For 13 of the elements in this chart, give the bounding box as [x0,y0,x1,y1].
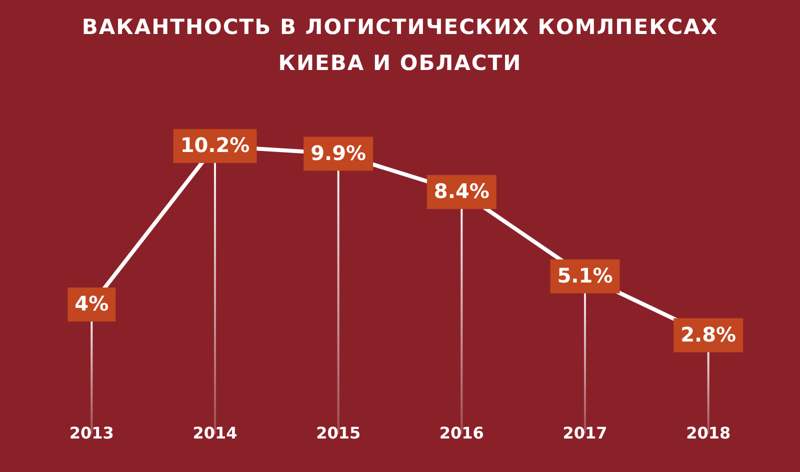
data-label: 8.4% [434,179,490,204]
x-tick-label: 2014 [192,424,238,443]
data-label: 5.1% [557,264,613,288]
data-label: 9.9% [310,140,366,165]
x-tick-label: 2015 [316,424,361,443]
data-label: 4% [74,292,109,316]
x-tick-label: 2017 [562,424,608,443]
data-label: 10.2% [180,133,250,158]
data-label: 2.8% [680,322,736,346]
chart-title: ВАКАНТНОСТЬ В ЛОГИСТИЧЕСКИХ КОМЛПЕКСАХ КИЕВА И ОБЛАСТИ [80,14,720,77]
x-tick-label: 2018 [686,424,731,443]
x-tick-label: 2016 [439,424,484,443]
x-tick-label: 2013 [69,424,114,443]
